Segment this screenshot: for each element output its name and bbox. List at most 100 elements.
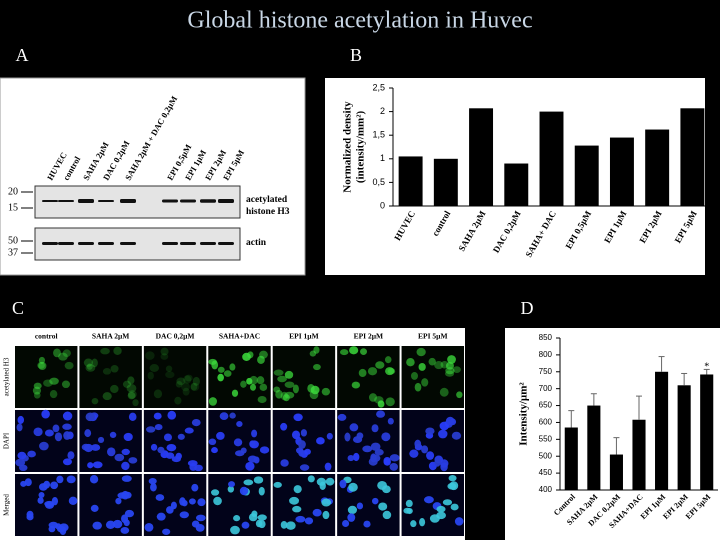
band [120, 199, 136, 203]
nucleus [155, 494, 165, 501]
nucleus [183, 375, 192, 384]
nucleus [340, 349, 349, 356]
nucleus [149, 364, 160, 372]
band [200, 199, 216, 203]
nucleus [175, 381, 183, 388]
y-tick-label: 2 [380, 106, 385, 116]
band [98, 242, 114, 245]
nucleus [59, 526, 67, 536]
band [42, 200, 58, 202]
nucleus [102, 392, 112, 401]
nucleus [280, 520, 288, 529]
bar [645, 129, 670, 206]
nucleus [208, 397, 217, 406]
y-tick-label: 1 [380, 153, 385, 163]
column-header: DAC 0,2µM [156, 332, 195, 341]
nucleus [208, 438, 217, 446]
nucleus [208, 358, 217, 365]
nucleus [114, 453, 125, 462]
nucleus [375, 361, 385, 369]
nucleus [285, 521, 296, 530]
nucleus [234, 450, 245, 457]
nucleus [337, 413, 347, 421]
nucleus [313, 364, 321, 371]
nucleus [449, 481, 459, 491]
nucleus [241, 521, 250, 529]
nucleus [165, 365, 173, 372]
nucleus [191, 483, 199, 492]
nucleus [349, 346, 359, 355]
band-label: actin [246, 238, 267, 248]
nucleus [90, 444, 101, 451]
nucleus [107, 447, 116, 457]
nucleus [48, 525, 56, 533]
nucleus [38, 491, 45, 498]
nucleus [421, 378, 429, 387]
nucleus [349, 423, 359, 432]
nucleus [360, 348, 367, 355]
nucleus [91, 397, 99, 405]
nucleus [181, 382, 190, 392]
nucleus [61, 380, 71, 389]
nucleus [347, 505, 358, 515]
nucleus [292, 505, 302, 513]
nucleus [228, 481, 235, 488]
nucleus [382, 510, 392, 520]
y-axis-label: (intensity/mm²) [355, 110, 367, 183]
nucleus [122, 380, 132, 388]
nucleus [177, 433, 185, 440]
bar [632, 419, 646, 490]
nucleus [358, 368, 367, 378]
y-tick-label: 800 [539, 350, 553, 359]
nucleus [387, 368, 396, 375]
nucleus [259, 350, 268, 359]
nucleus [157, 446, 165, 454]
nucleus [171, 456, 181, 463]
nucleus [356, 502, 364, 510]
nucleus [451, 431, 462, 440]
band [78, 199, 94, 203]
nucleus [367, 367, 378, 376]
nucleus [217, 366, 225, 373]
y-tick-label: 400 [539, 485, 553, 494]
nucleus [414, 439, 422, 449]
nucleus [120, 526, 130, 534]
nucleus [275, 389, 283, 399]
nucleus [370, 453, 377, 463]
nucleus [309, 350, 317, 357]
nucleus [85, 364, 96, 372]
band [78, 242, 94, 245]
nucleus [321, 387, 331, 396]
nucleus [190, 382, 200, 392]
nucleus [439, 387, 449, 397]
nucleus [17, 415, 25, 424]
nucleus [230, 525, 240, 535]
nucleus [229, 412, 236, 419]
nucleus [324, 462, 332, 471]
nucleus [326, 432, 333, 440]
nucleus [87, 462, 94, 469]
nucleus [448, 474, 457, 482]
nucleus [37, 361, 45, 369]
significance-mark: * [704, 362, 709, 373]
nucleus [258, 486, 265, 496]
nucleus [145, 351, 155, 360]
nucleus [434, 457, 441, 467]
nucleus [62, 458, 72, 466]
y-tick-label: 850 [539, 333, 553, 342]
nucleus [258, 520, 266, 529]
nucleus [307, 475, 315, 483]
nucleus [124, 509, 135, 518]
micrograph [401, 346, 464, 408]
nucleus [319, 481, 326, 490]
nucleus [33, 382, 42, 390]
nucleus [128, 457, 138, 464]
nucleus [179, 511, 189, 519]
marker-label: 37 [8, 247, 18, 258]
band [200, 242, 216, 245]
nucleus [248, 513, 258, 522]
nucleus [348, 482, 358, 492]
nucleus [312, 508, 322, 517]
nucleus [339, 479, 347, 489]
